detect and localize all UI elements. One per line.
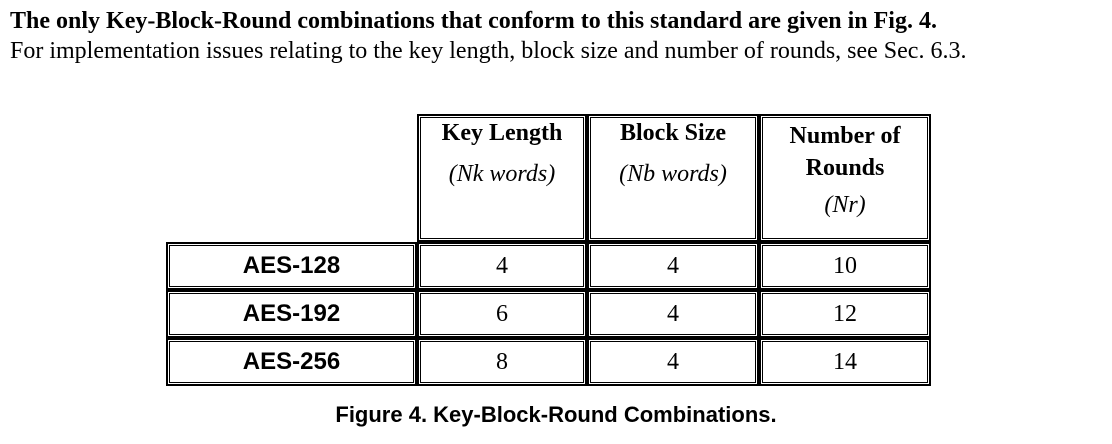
header-block-size-title: Block Size (620, 120, 726, 146)
table-cell: 14 (759, 338, 931, 386)
header-rounds: Number of Rounds (Nr) (759, 114, 931, 242)
row-label: AES-192 (242, 300, 341, 327)
row-label-cell: AES-192 (166, 290, 417, 338)
row-label: AES-256 (242, 348, 341, 375)
header-block-size: Block Size (Nb words) (587, 114, 759, 242)
table-cell: 10 (759, 242, 931, 290)
intro-text: For implementation issues relating to th… (10, 38, 967, 64)
row-label-cell: AES-128 (166, 242, 417, 290)
table-cell: 8 (417, 338, 587, 386)
table-cell: 4 (417, 242, 587, 290)
header-key-length-title: Key Length (441, 120, 563, 146)
header-key-length-subtitle: (Nk words) (448, 161, 556, 187)
figure-caption: Figure 4. Key-Block-Round Combinations. (335, 402, 777, 427)
header-rounds-title: Number of Rounds (789, 123, 901, 181)
table-cell: 4 (587, 290, 759, 338)
table-cell: 12 (759, 290, 931, 338)
header-block-size-subtitle: (Nb words) (619, 161, 727, 187)
header-key-length: Key Length (Nk words) (417, 114, 587, 242)
table-cell: 4 (587, 338, 759, 386)
table-cell: 4 (587, 242, 759, 290)
table-cell: 6 (417, 290, 587, 338)
row-label: AES-128 (242, 252, 341, 279)
row-label-cell: AES-256 (166, 338, 417, 386)
intro-bold-sentence: The only Key-Block-Round combinations th… (10, 8, 937, 34)
header-rounds-subtitle: (Nr) (824, 192, 866, 218)
intro-paragraph: The only Key-Block-Round combinations th… (10, 6, 1105, 66)
